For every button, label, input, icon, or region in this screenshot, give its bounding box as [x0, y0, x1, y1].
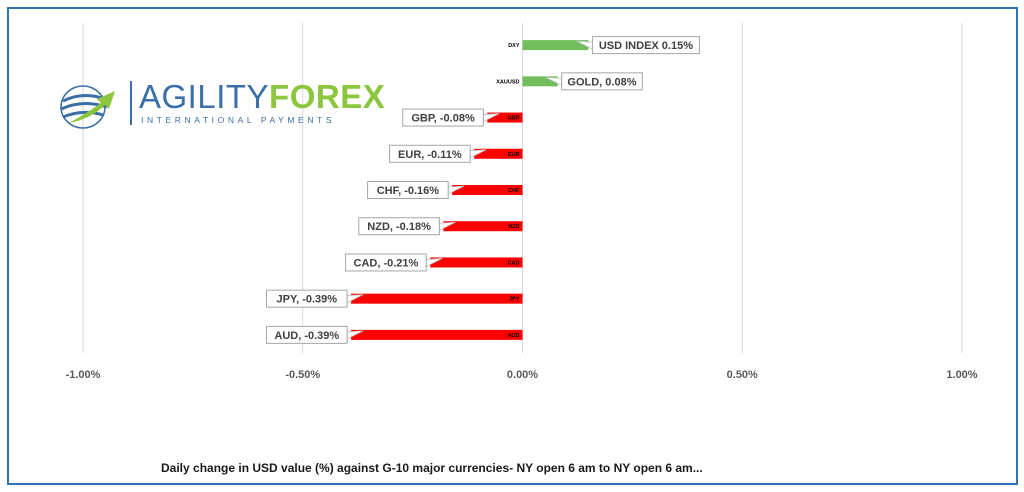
bar — [474, 148, 523, 159]
bar — [452, 185, 523, 195]
bar — [522, 40, 589, 51]
data-label-box — [402, 108, 484, 127]
x-tick-label: -1.00% — [66, 369, 101, 381]
x-tick-label: -0.50% — [285, 369, 320, 381]
data-label-box — [265, 289, 348, 308]
data-label-box — [367, 181, 449, 199]
category-label: NZD — [508, 224, 519, 230]
data-label: NZD, -0.18% — [367, 221, 431, 233]
logo-divider — [130, 81, 132, 125]
data-label: EUR, -0.11% — [398, 149, 462, 161]
data-label-box — [389, 144, 471, 163]
category-label: AUD — [508, 333, 520, 339]
data-label: USD INDEX 0.15% — [599, 40, 693, 52]
data-label: CHF, -0.16% — [377, 185, 440, 197]
category-label: XAUUSD — [496, 79, 519, 85]
data-label-box — [591, 36, 700, 55]
bar — [522, 76, 558, 87]
x-tick-label: 0.50% — [727, 369, 758, 381]
chart-caption: Daily change in USD value (%) against G-… — [161, 461, 703, 475]
data-label-box — [345, 253, 427, 272]
x-tick-label: 1.00% — [946, 369, 977, 381]
data-label: AUD, -0.39% — [274, 330, 339, 342]
data-label-box — [561, 72, 643, 91]
chart-frame: DXY XAUUSD GBP EUR CHF NZD CAD JPY AUD USD INDEX… — [7, 7, 1018, 485]
data-label: JPY, -0.39% — [277, 294, 338, 306]
globe-swoosh-icon — [60, 85, 115, 129]
category-label: CHF — [508, 188, 520, 194]
bar — [443, 221, 523, 232]
category-label: EUR — [508, 152, 520, 158]
category-label: CAD — [508, 260, 520, 266]
logo-name-part2: FOREX — [269, 78, 386, 115]
bar — [351, 293, 523, 304]
logo-wordmark: AGILITYFOREX — [139, 80, 385, 113]
agility-forex-logo: AGILITYFOREX INTERNATIONAL PAYMENTS — [57, 73, 385, 135]
data-label-box — [265, 325, 348, 344]
data-label-box — [358, 217, 440, 236]
logo-name-part1: AGILITY — [139, 78, 270, 115]
data-label: GBP, -0.08% — [411, 113, 475, 125]
category-label: JPY — [509, 297, 520, 303]
data-label: CAD, -0.21% — [354, 257, 419, 269]
bar — [487, 112, 523, 123]
bar — [351, 329, 523, 340]
bar — [430, 257, 523, 268]
logo-tagline: INTERNATIONAL PAYMENTS — [141, 115, 336, 125]
category-label: GBP — [508, 116, 520, 122]
bar-chart: DXY XAUUSD GBP EUR CHF NZD CAD JPY AUD USD INDEX… — [66, 23, 978, 381]
data-label: GOLD, 0.08% — [567, 76, 636, 88]
x-tick-label: 0.00% — [507, 369, 538, 381]
category-label: DXY — [508, 43, 520, 49]
